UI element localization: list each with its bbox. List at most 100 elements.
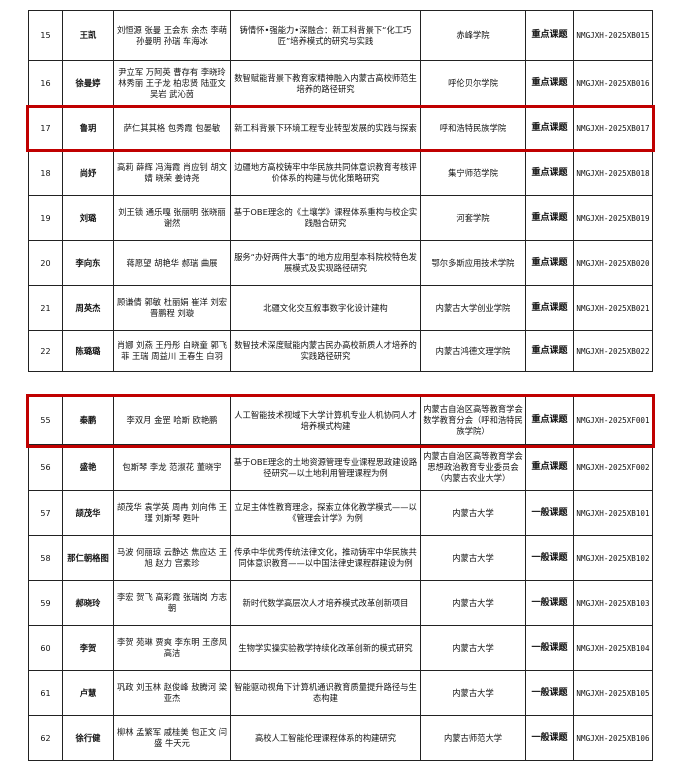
cell-code: NMGJXH-2025XF001 — [573, 396, 653, 445]
cell-no: 55 — [28, 396, 63, 445]
cell-no: 62 — [28, 715, 63, 761]
cell-institution: 内蒙古大学 — [420, 490, 526, 536]
cell-leader: 卢慧 — [62, 670, 114, 716]
cell-no: 59 — [28, 580, 63, 626]
cell-code: NMGJXH-2025XB103 — [573, 580, 653, 626]
cell-institution: 集宁师范学院 — [420, 150, 526, 196]
cell-code: NMGJXH-2025XB015 — [573, 10, 653, 61]
table-row: 59 郝晓玲 李宏 贺飞 高彩霞 张瑞岗 方志朝 新时代数学高层次人才培养模式改革创新… — [28, 580, 653, 626]
cell-members: 包斯琴 李龙 范淑花 董晓宇 — [113, 444, 231, 491]
cell-no: 56 — [28, 444, 63, 491]
cell-category: 重点课题 — [525, 396, 574, 445]
cell-members: 高莉 薛辉 冯海霞 肖应钊 胡文婧 晓荣 姜诗尧 — [113, 150, 231, 196]
table-row: 56 盛艳 包斯琴 李龙 范淑花 董晓宇 基于OBE理念的土地资源管理专业课程思政建设… — [28, 444, 653, 491]
cell-no: 15 — [28, 10, 63, 61]
cell-title: 人工智能技术视域下大学计算机专业人机协同人才培养模式构建 — [230, 396, 421, 445]
cell-title: 新时代数学高层次人才培养模式改革创新项目 — [230, 580, 421, 626]
cell-category: 一般课题 — [525, 535, 574, 581]
table-row: 18 尚妤 高莉 薛辉 冯海霞 肖应钊 胡文婧 晓荣 姜诗尧 边疆地方高校铸牢中华民族… — [28, 150, 653, 196]
cell-members: 柳林 孟繁军 戚桂美 包正文 闫盛 牛天元 — [113, 715, 231, 761]
cell-category: 一般课题 — [525, 625, 574, 671]
cell-leader: 徐行健 — [62, 715, 114, 761]
cell-institution: 内蒙古自治区高等教育学会数学教育分会（呼和浩特民族学院） — [420, 396, 526, 445]
cell-title: 数智赋能背景下教育家精神融入内蒙古高校师范生培养的路径研究 — [230, 60, 421, 107]
cell-no: 19 — [28, 195, 63, 241]
cell-members: 肖娜 刘燕 王丹彤 白晓童 郭飞菲 王瑞 周益川 王春生 白羽 — [113, 330, 231, 372]
table-row: 21 周英杰 顾谦倩 郭敏 杜丽娟 崔洋 刘宏 晋鹏程 刘璇 北疆文化交互叙事数字化设… — [28, 285, 653, 331]
cell-title: 生物学实操实验教学持续化改革创新的模式研究 — [230, 625, 421, 671]
cell-title: 数智技术深度赋能内蒙古民办高校新质人才培养的实践路径研究 — [230, 330, 421, 372]
cell-leader: 鲁玥 — [62, 106, 114, 151]
cell-institution: 内蒙古大学 — [420, 535, 526, 581]
cell-institution: 内蒙古大学创业学院 — [420, 285, 526, 331]
cell-no: 60 — [28, 625, 63, 671]
cell-institution: 呼和浩特民族学院 — [420, 106, 526, 151]
cell-leader: 盛艳 — [62, 444, 114, 491]
cell-leader: 李贺 — [62, 625, 114, 671]
cell-leader: 郝晓玲 — [62, 580, 114, 626]
cell-code: NMGJXH-2025XF002 — [573, 444, 653, 491]
cell-title: 新工科背景下环境工程专业转型发展的实践与探索 — [230, 106, 421, 151]
cell-institution: 内蒙古大学 — [420, 580, 526, 626]
cell-no: 58 — [28, 535, 63, 581]
cell-title: 智能驱动视角下计算机通识教育质量提升路径与生态构建 — [230, 670, 421, 716]
cell-leader: 那仁朝格图 — [62, 535, 114, 581]
cell-code: NMGJXH-2025XB106 — [573, 715, 653, 761]
cell-title: 立足主体性教育理念，探索立体化教学模式——以《管理会计学》为例 — [230, 490, 421, 536]
cell-members: 李贺 苑琳 贾爽 李东明 王彦凤 高洁 — [113, 625, 231, 671]
cell-leader: 秦鹏 — [62, 396, 114, 445]
cell-code: NMGJXH-2025XB018 — [573, 150, 653, 196]
cell-members: 尹立军 万阿英 曹存有 李晓玲 林秀丽 王子龙 柏忠贤 陆亚文 吴岩 武沁茵 — [113, 60, 231, 107]
cell-no: 57 — [28, 490, 63, 536]
cell-code: NMGJXH-2025XB105 — [573, 670, 653, 716]
cell-no: 17 — [28, 106, 63, 151]
cell-leader: 徐曼婷 — [62, 60, 114, 107]
cell-institution: 内蒙古自治区高等教育学会思想政治教育专业委员会（内蒙古农业大学） — [420, 444, 526, 491]
cell-institution: 内蒙古大学 — [420, 625, 526, 671]
cell-leader: 陈璐璐 — [62, 330, 114, 372]
cell-code: NMGJXH-2025XB022 — [573, 330, 653, 372]
cell-title: 北疆文化交互叙事数字化设计建构 — [230, 285, 421, 331]
project-table-2: 55 秦鹏 李双月 金罡 哈斯 欧艳鹏 人工智能技术视域下大学计算机专业人机协同人才培… — [28, 396, 653, 761]
table-row: 62 徐行健 柳林 孟繁军 戚桂美 包正文 闫盛 牛天元 高校人工智能伦理课程体系的构… — [28, 715, 653, 761]
cell-code: NMGJXH-2025XB101 — [573, 490, 653, 536]
table-row: 15 王凯 刘恒源 张曼 王会东 余杰 李萌 孙曼明 孙瑞 车海冰 铸情怀•强能力•深… — [28, 10, 653, 61]
cell-title: 基于OBE理念的《土壤学》课程体系重构与校企实践融合研究 — [230, 195, 421, 241]
cell-members: 李宏 贺飞 高彩霞 张瑞岗 方志朝 — [113, 580, 231, 626]
cell-leader: 周英杰 — [62, 285, 114, 331]
cell-members: 刘恒源 张曼 王会东 余杰 李萌 孙曼明 孙瑞 车海冰 — [113, 10, 231, 61]
cell-category: 一般课题 — [525, 580, 574, 626]
cell-members: 刘王锁 通乐嘎 张丽明 张晓丽 谢然 — [113, 195, 231, 241]
cell-category: 重点课题 — [525, 330, 574, 372]
table-row: 20 李向东 蒋愿望 胡艳华 郝瑞 曲展 服务“办好两件大事”的地方应用型本科院校特色… — [28, 240, 653, 286]
cell-category: 重点课题 — [525, 285, 574, 331]
cell-code: NMGJXH-2025XB016 — [573, 60, 653, 107]
cell-title: 铸情怀•强能力•深融合：新工科背景下“化工巧匠”培养模式的研究与实践 — [230, 10, 421, 61]
cell-institution: 内蒙古大学 — [420, 670, 526, 716]
table-row: 55 秦鹏 李双月 金罡 哈斯 欧艳鹏 人工智能技术视域下大学计算机专业人机协同人才培… — [28, 396, 653, 445]
cell-code: NMGJXH-2025XB017 — [573, 106, 653, 151]
cell-category: 重点课题 — [525, 240, 574, 286]
project-table-1: 15 王凯 刘恒源 张曼 王会东 余杰 李萌 孙曼明 孙瑞 车海冰 铸情怀•强能力•深… — [28, 10, 653, 372]
cell-no: 21 — [28, 285, 63, 331]
table-row: 16 徐曼婷 尹立军 万阿英 曹存有 李晓玲 林秀丽 王子龙 柏忠贤 陆亚文 吴岩 … — [28, 60, 653, 107]
cell-leader: 颉茂华 — [62, 490, 114, 536]
cell-members: 巩政 刘玉林 赵俊峰 敖腾河 梁亚杰 — [113, 670, 231, 716]
cell-title: 高校人工智能伦理课程体系的构建研究 — [230, 715, 421, 761]
cell-title: 边疆地方高校铸牢中华民族共同体意识教育考核评价体系的构建与优化策略研究 — [230, 150, 421, 196]
cell-leader: 李向东 — [62, 240, 114, 286]
cell-code: NMGJXH-2025XB104 — [573, 625, 653, 671]
table-row: 61 卢慧 巩政 刘玉林 赵俊峰 敖腾河 梁亚杰 智能驱动视角下计算机通识教育质量提升… — [28, 670, 653, 716]
cell-category: 重点课题 — [525, 150, 574, 196]
cell-members: 颉茂华 袁学英 周冉 刘向伟 王瑾 刘斯琴 甦叶 — [113, 490, 231, 536]
cell-category: 重点课题 — [525, 195, 574, 241]
cell-leader: 尚妤 — [62, 150, 114, 196]
table-row: 22 陈璐璐 肖娜 刘燕 王丹彤 白晓童 郭飞菲 王瑞 周益川 王春生 白羽 数智技术… — [28, 330, 653, 372]
cell-no: 22 — [28, 330, 63, 372]
table-row: 19 刘璐 刘王锁 通乐嘎 张丽明 张晓丽 谢然 基于OBE理念的《土壤学》课程体系重… — [28, 195, 653, 241]
cell-title: 传承中华优秀传统法律文化，推动铸牢中华民族共同体意识教育——以中国法律史课程群建… — [230, 535, 421, 581]
cell-members: 马波 何丽琼 云静达 焦应达 王旭 赵力 宫素珍 — [113, 535, 231, 581]
table-row: 17 鲁玥 萨仁其其格 包秀霞 包晏敏 新工科背景下环境工程专业转型发展的实践与探索呼… — [28, 106, 653, 151]
cell-code: NMGJXH-2025XB021 — [573, 285, 653, 331]
cell-no: 16 — [28, 60, 63, 107]
